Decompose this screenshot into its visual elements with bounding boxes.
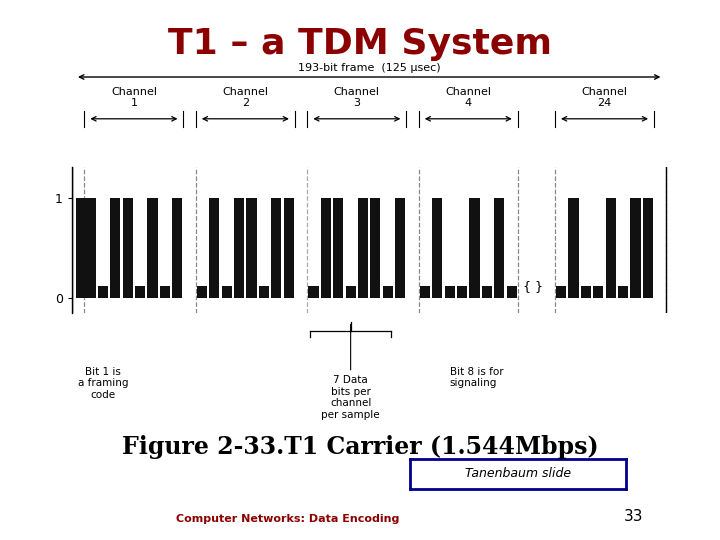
Text: Figure 2-33.T1 Carrier (1.544Mbps): Figure 2-33.T1 Carrier (1.544Mbps)	[122, 435, 598, 458]
Text: Tanenbaum slide: Tanenbaum slide	[465, 467, 572, 481]
Bar	[383, 286, 393, 298]
Bar	[445, 286, 455, 298]
Text: 33: 33	[624, 509, 644, 524]
Bar	[86, 198, 96, 298]
Text: Channel
3: Channel 3	[334, 86, 380, 108]
Bar	[210, 198, 220, 298]
Bar	[271, 198, 282, 298]
Bar	[98, 286, 108, 298]
Bar	[631, 198, 641, 298]
Text: { }: { }	[523, 280, 544, 293]
Bar	[494, 198, 504, 298]
Bar	[76, 198, 86, 298]
Bar	[122, 198, 132, 298]
Bar	[234, 198, 244, 298]
Text: Channel
24: Channel 24	[582, 86, 628, 108]
Bar	[358, 198, 368, 298]
Bar	[308, 286, 318, 298]
Text: Channel
2: Channel 2	[222, 86, 269, 108]
Bar	[556, 286, 566, 298]
Text: Bit 8 is for
signaling: Bit 8 is for signaling	[450, 367, 503, 388]
Text: T1 – a TDM System: T1 – a TDM System	[168, 27, 552, 61]
Bar	[618, 286, 628, 298]
Text: 193-bit frame  (125 μsec): 193-bit frame (125 μsec)	[298, 63, 441, 73]
Text: Channel
4: Channel 4	[445, 86, 491, 108]
Bar	[606, 198, 616, 298]
Bar	[569, 198, 579, 298]
Bar	[469, 198, 480, 298]
Bar	[333, 198, 343, 298]
Bar	[148, 198, 158, 298]
Bar	[507, 286, 517, 298]
Bar	[643, 198, 653, 298]
Bar	[172, 198, 182, 298]
Bar	[284, 198, 294, 298]
Text: Channel
1: Channel 1	[111, 86, 157, 108]
Bar	[246, 198, 256, 298]
Bar	[160, 286, 170, 298]
Text: Computer Networks: Data Encoding: Computer Networks: Data Encoding	[176, 514, 400, 524]
Bar	[321, 198, 331, 298]
Bar	[482, 286, 492, 298]
Text: 7 Data
bits per
channel
per sample: 7 Data bits per channel per sample	[321, 375, 380, 420]
Bar	[197, 286, 207, 298]
Bar	[457, 286, 467, 298]
Bar	[110, 198, 120, 298]
Bar	[259, 286, 269, 298]
Bar	[420, 286, 430, 298]
Bar	[370, 198, 380, 298]
Bar	[432, 198, 442, 298]
Bar	[395, 198, 405, 298]
Bar	[346, 286, 356, 298]
Bar	[135, 286, 145, 298]
Bar	[222, 286, 232, 298]
Bar	[593, 286, 603, 298]
Bar	[581, 286, 591, 298]
Text: Bit 1 is
a framing
code: Bit 1 is a framing code	[78, 367, 128, 400]
